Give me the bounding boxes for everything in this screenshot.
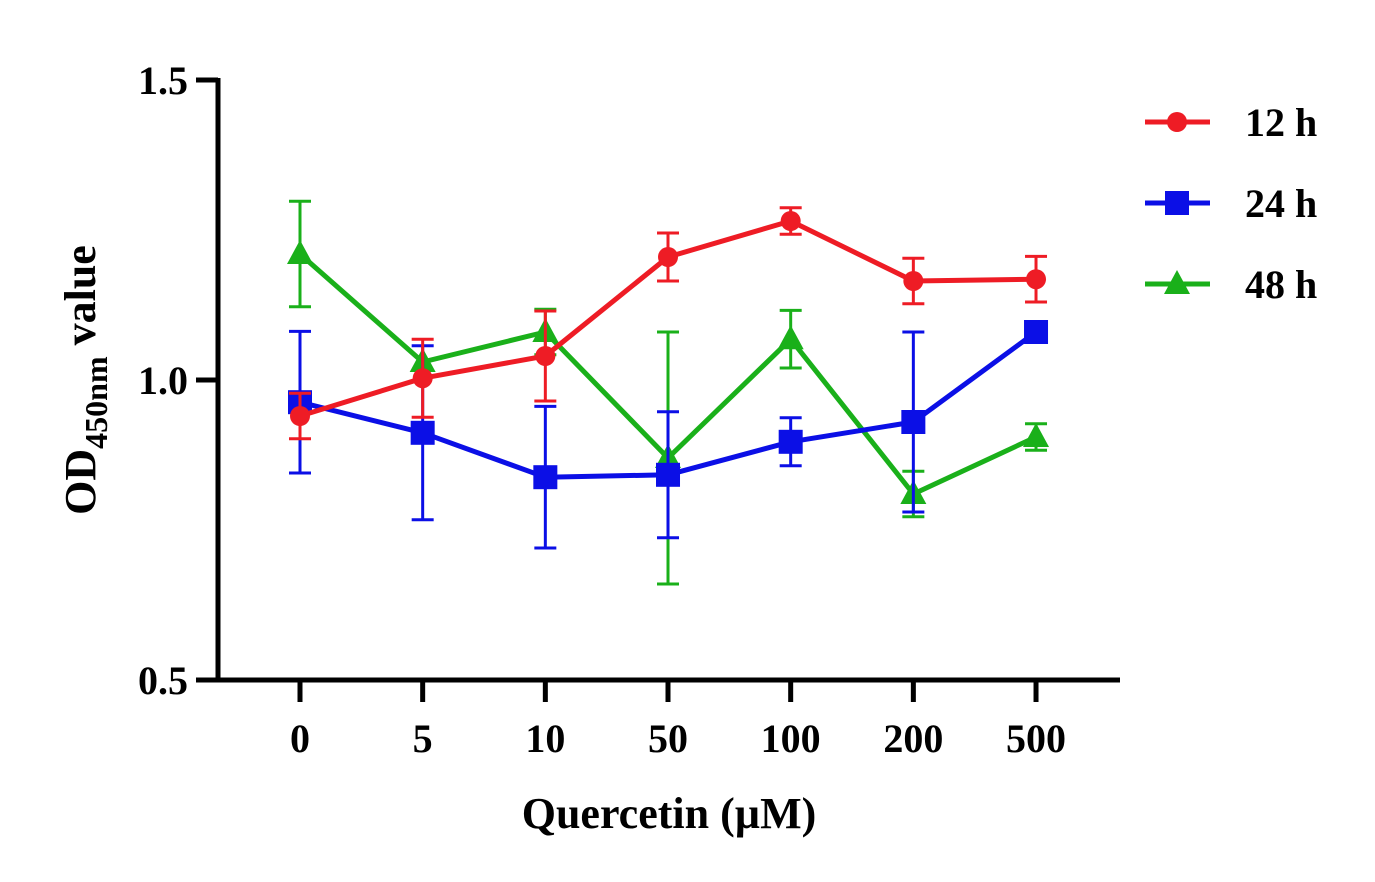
y-axis-title-main: OD [56, 449, 105, 515]
data-point [901, 410, 926, 434]
x-axis-title: Quercetin (µM) [522, 789, 817, 838]
data-point [412, 368, 433, 389]
data-point [533, 465, 558, 490]
plot-series-group [287, 199, 1050, 586]
series-12h [289, 206, 1048, 441]
x-tick-label: 500 [1006, 716, 1066, 761]
legend-label: 48 h [1245, 262, 1317, 307]
legend: 12 h 24 h 48 h [1145, 100, 1317, 307]
y-tick-label: 0.5 [138, 658, 188, 703]
legend-item: 48 h [1145, 262, 1317, 307]
y-axis-title-subscript: 450nm [78, 356, 114, 449]
x-ticks-group: 0 5 10 50 100 200 500 [290, 680, 1066, 761]
data-point [780, 211, 801, 231]
data-point [287, 240, 313, 264]
data-point [290, 406, 310, 426]
data-point [658, 247, 679, 267]
data-point [1023, 423, 1050, 447]
data-point [777, 325, 804, 350]
data-point [903, 271, 924, 291]
y-axis-title-suffix: value [56, 245, 105, 356]
data-point [1024, 320, 1049, 344]
x-tick-label: 200 [883, 716, 943, 761]
x-tick-label: 100 [761, 716, 821, 761]
legend-marker [1165, 191, 1189, 215]
data-point [778, 429, 803, 454]
x-tick-label: 0 [290, 716, 310, 761]
legend-label: 12 h [1245, 100, 1317, 145]
x-tick-label: 50 [648, 716, 688, 761]
x-tick-label: 5 [413, 716, 433, 761]
legend-item: 24 h [1145, 181, 1317, 226]
y-tick-label: 1.5 [138, 58, 188, 103]
legend-marker [1167, 112, 1187, 132]
data-point [656, 462, 681, 487]
data-point [1026, 269, 1047, 290]
legend-label: 24 h [1245, 181, 1317, 226]
x-tick-label: 10 [525, 716, 565, 761]
y-tick-label: 1.0 [138, 358, 188, 403]
legend-marker [1164, 270, 1190, 294]
y-ticks-group: 0.5 1.0 1.5 [138, 58, 218, 703]
y-axis-title: OD450nm value [56, 245, 114, 515]
data-point [410, 420, 435, 445]
data-point [535, 346, 556, 366]
legend-item: 12 h [1145, 100, 1317, 145]
